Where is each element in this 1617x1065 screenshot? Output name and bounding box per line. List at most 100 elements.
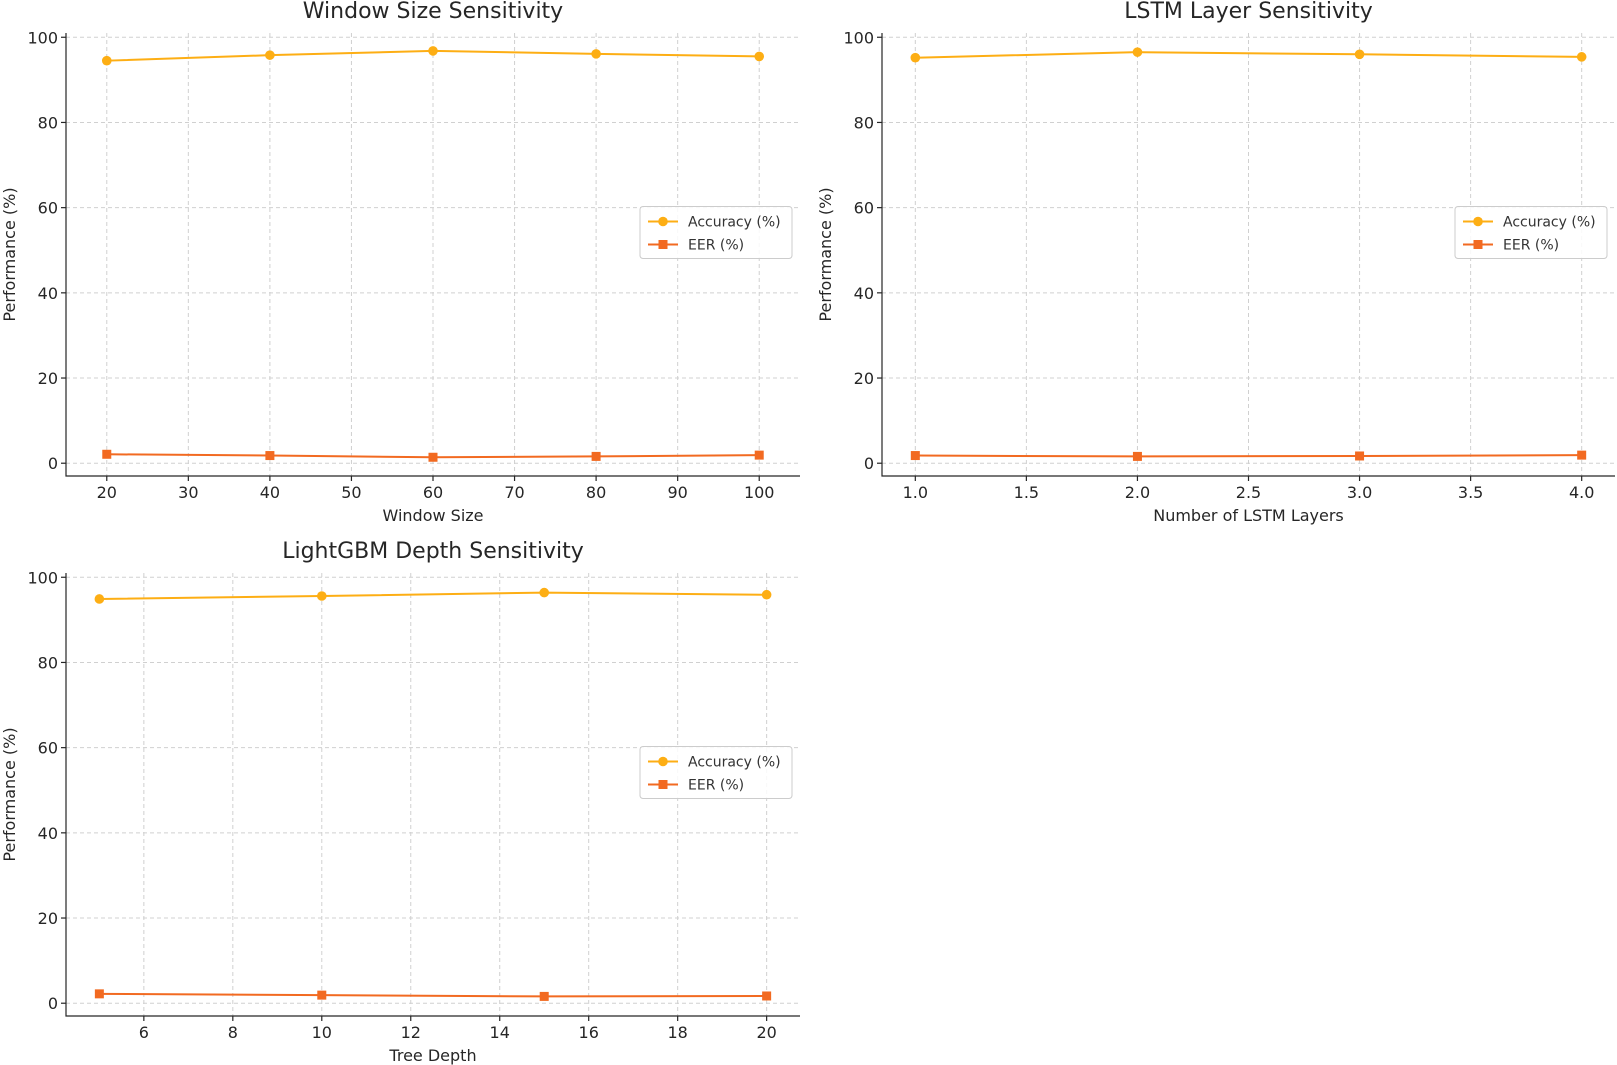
x-tick-label: 12 [401,1023,421,1042]
x-tick-label: 2.5 [1236,483,1261,502]
data-point [428,46,438,56]
y-tick-label: 100 [843,28,874,47]
x-tick-label: 30 [178,483,198,502]
series-accuracy [910,47,1587,63]
y-tick-label: 40 [38,284,58,303]
grid [66,33,800,476]
legend: Accuracy (%) EER (%) [639,746,793,799]
x-tick-label: 20 [756,1023,776,1042]
chart-title: LSTM Layer Sensitivity [1124,0,1373,24]
data-point [101,55,112,66]
legend-swatch-marker [1473,216,1483,227]
x-axis-label: Number of LSTM Layers [1153,506,1344,525]
y-tick-label: 40 [38,824,58,843]
y-axis-label: Performance (%) [0,187,19,321]
y-tick-label: 60 [854,199,874,218]
legend-label: EER (%) [688,238,744,254]
data-point [1577,450,1587,460]
x-tick-label: 100 [744,483,775,502]
chart-title: LightGBM Depth Sensitivity [282,539,584,564]
data-point [265,50,275,60]
x-tick-label: 70 [504,483,524,502]
legend-swatch-marker [658,756,668,767]
data-point [1132,47,1143,57]
x-tick-label: 80 [586,483,606,502]
x-tick-label: 6 [139,1023,149,1042]
series-line [99,992,767,998]
series-accuracy [101,46,765,66]
x-tick-label: 3.5 [1458,483,1483,502]
chart-panel: 6 8 10 12 14 16 18 20 0 20 40 60 80 100 LightGBM Depth… [0,539,800,1065]
legend: Accuracy (%) EER (%) [1454,206,1608,259]
legend-swatch-marker [658,216,668,227]
series-eer [94,989,772,1001]
x-tick-label: 10 [312,1023,332,1042]
legend-swatch-marker [1473,240,1483,249]
x-tick-label: 4.0 [1569,483,1594,502]
series-line [915,51,1582,59]
y-tick-label: 0 [48,454,58,473]
y-tick-label: 20 [854,369,874,388]
x-tick-label: 50 [341,483,361,502]
y-tick-label: 40 [854,284,874,303]
x-tick-label: 1.5 [1014,483,1039,502]
x-tick-label: 40 [260,483,280,502]
data-point [910,52,921,63]
data-point [428,452,438,462]
y-tick-label: 80 [854,113,874,132]
y-tick-label: 80 [38,113,58,132]
series-line [915,454,1582,458]
legend: Accuracy (%) EER (%) [639,206,793,259]
series-accuracy [94,587,772,604]
series-line [99,591,767,600]
y-tick-label: 20 [38,369,58,388]
data-point [539,991,549,1001]
x-tick-label: 60 [423,483,443,502]
data-point [591,49,601,59]
data-point [317,990,327,1000]
legend-swatch-marker [658,240,668,249]
data-point [265,451,275,461]
series-eer [910,450,1587,461]
x-tick-label: 2.0 [1125,483,1150,502]
data-point [761,589,772,600]
data-point [1355,451,1365,461]
y-tick-label: 60 [38,199,58,218]
series-eer [102,449,764,462]
x-tick-label: 20 [97,483,117,502]
data-point [754,450,764,460]
y-tick-label: 20 [38,909,58,928]
data-point [539,587,550,598]
x-axis-label: Tree Depth [388,1046,476,1065]
data-point [1132,451,1142,461]
legend-label: Accuracy (%) [688,215,781,231]
y-tick-label: 100 [27,28,58,47]
y-tick-label: 80 [38,653,58,672]
chart-panel: 1.0 1.5 2.0 2.5 3.0 3.5 4.0 0 20 40 60 80 100 LSTM La… [816,0,1615,525]
x-tick-label: 8 [228,1023,238,1042]
legend-label: EER (%) [688,778,744,794]
legend-swatch-marker [658,780,668,789]
chart-title: Window Size Sensitivity [303,0,563,24]
y-axis-label: Performance (%) [816,187,835,321]
x-tick-label: 3.0 [1347,483,1372,502]
axis-spines [65,573,800,1017]
x-tick-label: 14 [490,1023,510,1042]
data-point [1354,49,1365,60]
data-point [94,594,105,604]
x-tick-label: 90 [667,483,687,502]
data-point [910,451,920,461]
y-tick-label: 60 [38,739,58,758]
data-point [94,989,104,999]
legend-label: Accuracy (%) [688,755,781,771]
x-tick-label: 16 [579,1023,599,1042]
y-tick-label: 0 [48,994,58,1013]
data-point [102,449,112,459]
axis-spines [65,33,800,477]
y-tick-label: 0 [864,454,874,473]
data-point [316,591,327,601]
data-point [591,451,601,461]
